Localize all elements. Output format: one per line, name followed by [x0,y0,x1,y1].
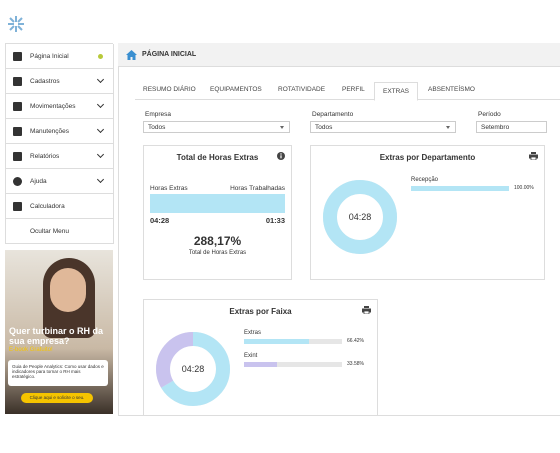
menu-icon [13,126,22,136]
print-icon[interactable] [362,306,371,314]
menu-label: Página Inicial [30,52,69,60]
card-title: Extras por Departamento [379,153,476,162]
menu-icon [13,76,22,86]
card-faixa: Extras por Faixa 04:28 Extras 66.42% Exint… [143,299,378,416]
ad-headline: Quer turbinar o RH da sua empresa? [9,326,104,346]
logo [8,16,24,32]
menu-item[interactable]: Manutenções [5,119,114,144]
chevron [96,125,105,134]
select[interactable]: Todos [143,121,290,133]
bar-label: 66.42% [347,338,364,344]
tab[interactable]: ROTATIVIDADE [278,86,326,93]
filter-label: Empresa [145,111,172,118]
caret [446,126,450,131]
header-title: PÁGINA INICIAL [142,51,197,58]
bar-track [244,362,342,367]
menu-item[interactable]: Cadastros [5,69,114,94]
menu-item[interactable]: Calculadora [5,194,114,219]
filter-label: Período [478,111,501,118]
bar-label: 33.58% [347,361,364,367]
menu-item[interactable]: Relatórios [5,144,114,169]
caret [280,126,284,131]
donut-chart: 04:28 [323,180,397,254]
tab[interactable]: EXTRAS [374,82,418,101]
tab[interactable]: RESUMO DIÁRIO [143,86,196,93]
chevron [96,150,105,159]
menu-label: Relatórios [30,152,60,160]
card-title: Total de Horas Extras [176,153,259,162]
donut-center: 04:28 [349,212,372,222]
card-total: Total de Horas Extras Horas Extras Horas… [143,145,292,280]
caption: Total de Horas Extras [188,250,247,256]
menu-icon [13,151,22,161]
info-icon [277,152,285,160]
menu-label: Calculadora [30,202,65,210]
menu-item[interactable]: Movimentações [5,94,114,119]
chevron [96,100,105,109]
bar [411,186,509,191]
donut-segment [156,332,230,406]
bar-name: Recepção [411,177,439,183]
gear-icon [98,53,103,59]
bar-label: 100.00% [514,185,534,191]
menu-label: Manutenções [30,127,70,135]
menu-label: Movimentações [30,102,76,110]
chevron [96,175,105,184]
donut-segment [323,180,397,254]
value: 01:33 [265,216,285,225]
menu-icon [13,176,22,186]
header-bar [118,43,560,67]
ad-body: Guia de People Analytics: Como usar dado… [8,360,108,386]
select[interactable]: Todos [310,121,456,133]
home-icon [126,50,137,60]
hours-bar [150,194,285,213]
label: Horas Trabalhadas [230,185,285,192]
label: Horas Extras [150,185,188,192]
chevron [96,75,105,84]
card-departamento: Extras por Departamento 04:28 Recepção 10… [310,145,545,280]
menu-label: Ocultar Menu [30,227,70,235]
select[interactable]: Setembro [476,121,547,133]
bar-name: Exint [244,353,258,359]
menu-item[interactable]: Ajuda [5,169,114,194]
tab[interactable]: PERFIL [342,86,365,93]
ad-banner[interactable]: Quer turbinar o RH da sua empresa? E-boo… [5,250,113,414]
menu-icon [13,227,22,236]
tab-line [135,99,560,100]
ad-subtitle: E-book Gratuito! [9,347,53,353]
menu-item[interactable]: Página Inicial [5,44,114,69]
tab[interactable]: ABSENTEÍSMO [428,86,475,93]
menu-label: Ajuda [30,177,47,185]
menu-label: Cadastros [30,77,60,85]
bar [244,339,310,344]
card-title: Extras por Faixa [229,307,292,316]
menu-item[interactable]: Ocultar Menu [5,219,114,244]
donut-chart: 04:28 [156,332,230,406]
bar [244,362,277,367]
print-icon[interactable] [529,152,538,160]
menu-icon [13,101,22,111]
menu-icon [13,201,22,211]
value: 04:28 [150,216,170,225]
menu-icon [13,51,22,61]
percent: 288,17% [193,234,242,248]
bar-name: Extras [244,330,262,336]
ad-face [50,268,86,312]
tab[interactable]: EQUIPAMENTOS [210,86,262,93]
ad-button[interactable]: Clique aqui e solicite o seu. [21,393,93,403]
filter-label: Departamento [312,111,354,118]
sidebar-top [5,43,113,44]
donut-center: 04:28 [182,364,205,374]
